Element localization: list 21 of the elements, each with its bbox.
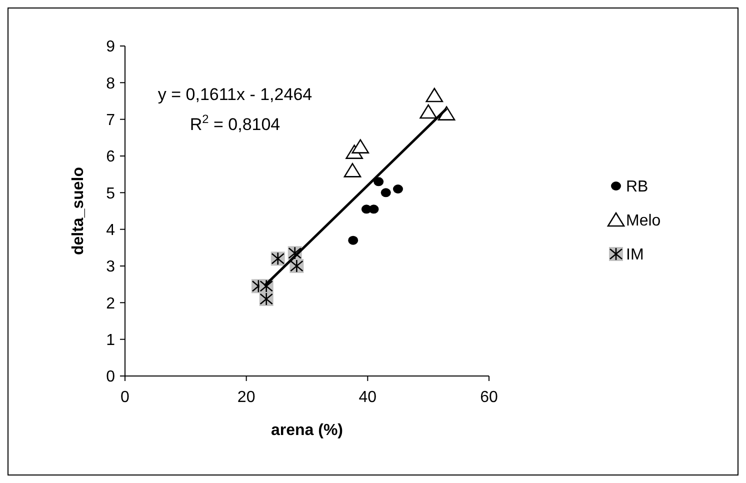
y-tick-label: 1 (106, 332, 116, 349)
x-tick-label: 0 (120, 389, 130, 406)
y-tick-label: 6 (106, 148, 116, 166)
y-tick-label: 2 (106, 295, 116, 312)
y-tick-label: 4 (106, 222, 116, 239)
x-axis-title: arena (%) (270, 422, 344, 439)
y-tick-label: 3 (106, 258, 116, 276)
legend-label: RB (626, 178, 648, 196)
x-tick-label: 20 (237, 389, 256, 406)
y-tick-label: 7 (106, 112, 116, 129)
y-tick-label: 5 (106, 185, 116, 202)
y-tick-label: 8 (106, 75, 116, 92)
y-tick-label: 9 (106, 38, 116, 56)
y-axis-title: delta_suelo (70, 166, 87, 256)
legend-label: Melo (626, 212, 661, 230)
y-tick-label: 0 (106, 368, 116, 386)
annotation: y = 0,1611x - 1,2464 (158, 85, 312, 104)
x-tick-label: 40 (358, 389, 377, 406)
x-tick-label: 60 (480, 389, 498, 406)
annotation: R$^{2}$ = 0,8104 (190, 112, 280, 134)
legend-label: IM (626, 246, 644, 264)
